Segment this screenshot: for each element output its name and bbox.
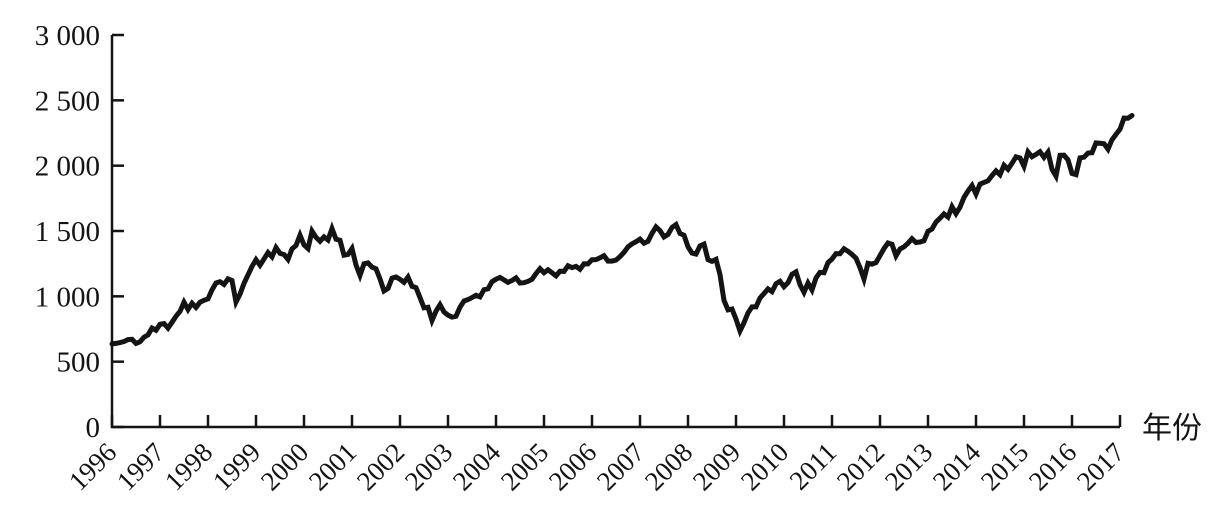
x-tick-label: 2015 bbox=[975, 437, 1034, 496]
x-tick-label: 2003 bbox=[399, 437, 458, 496]
x-axis-title: 年份 bbox=[1142, 412, 1202, 445]
y-tick-label: 1 000 bbox=[35, 281, 100, 313]
x-tick-label: 2009 bbox=[687, 437, 746, 496]
x-tick-label: 2012 bbox=[831, 437, 890, 496]
x-tick-label: 2005 bbox=[495, 437, 554, 496]
y-tick-label: 1 500 bbox=[35, 216, 100, 248]
axes bbox=[110, 35, 1120, 429]
x-tick-label: 2010 bbox=[735, 437, 794, 496]
x-tick-label: 1997 bbox=[111, 437, 170, 496]
x-tick-label: 2011 bbox=[784, 437, 843, 496]
x-tick-label: 2008 bbox=[639, 437, 698, 496]
x-tick-label: 1996 bbox=[63, 437, 122, 496]
x-tick-label: 2002 bbox=[351, 437, 410, 496]
x-tick-label: 2014 bbox=[927, 437, 987, 497]
series-line bbox=[109, 113, 1135, 347]
y-axis: 0 500 1 000 1 500 2 000 2 500 3 000 bbox=[35, 20, 124, 444]
x-tick-label: 2006 bbox=[543, 437, 602, 496]
y-tick-label: 500 bbox=[57, 347, 101, 379]
x-tick-label: 2007 bbox=[591, 437, 650, 496]
x-tick-label: 2001 bbox=[303, 437, 362, 496]
y-tick-label: 3 000 bbox=[35, 20, 100, 52]
x-tick-label: 2016 bbox=[1023, 437, 1082, 496]
y-tick-label: 2 500 bbox=[35, 85, 100, 117]
x-tick-label: 1998 bbox=[159, 437, 218, 496]
x-tick-label: 2000 bbox=[255, 437, 314, 496]
x-tick-label: 2013 bbox=[879, 437, 938, 496]
y-tick-label: 0 bbox=[86, 412, 101, 444]
x-tick-label: 2004 bbox=[447, 437, 507, 497]
x-tick-label: 2017 bbox=[1071, 437, 1130, 496]
y-tick-label: 2 000 bbox=[35, 151, 100, 183]
x-tick-label: 1999 bbox=[207, 437, 266, 496]
